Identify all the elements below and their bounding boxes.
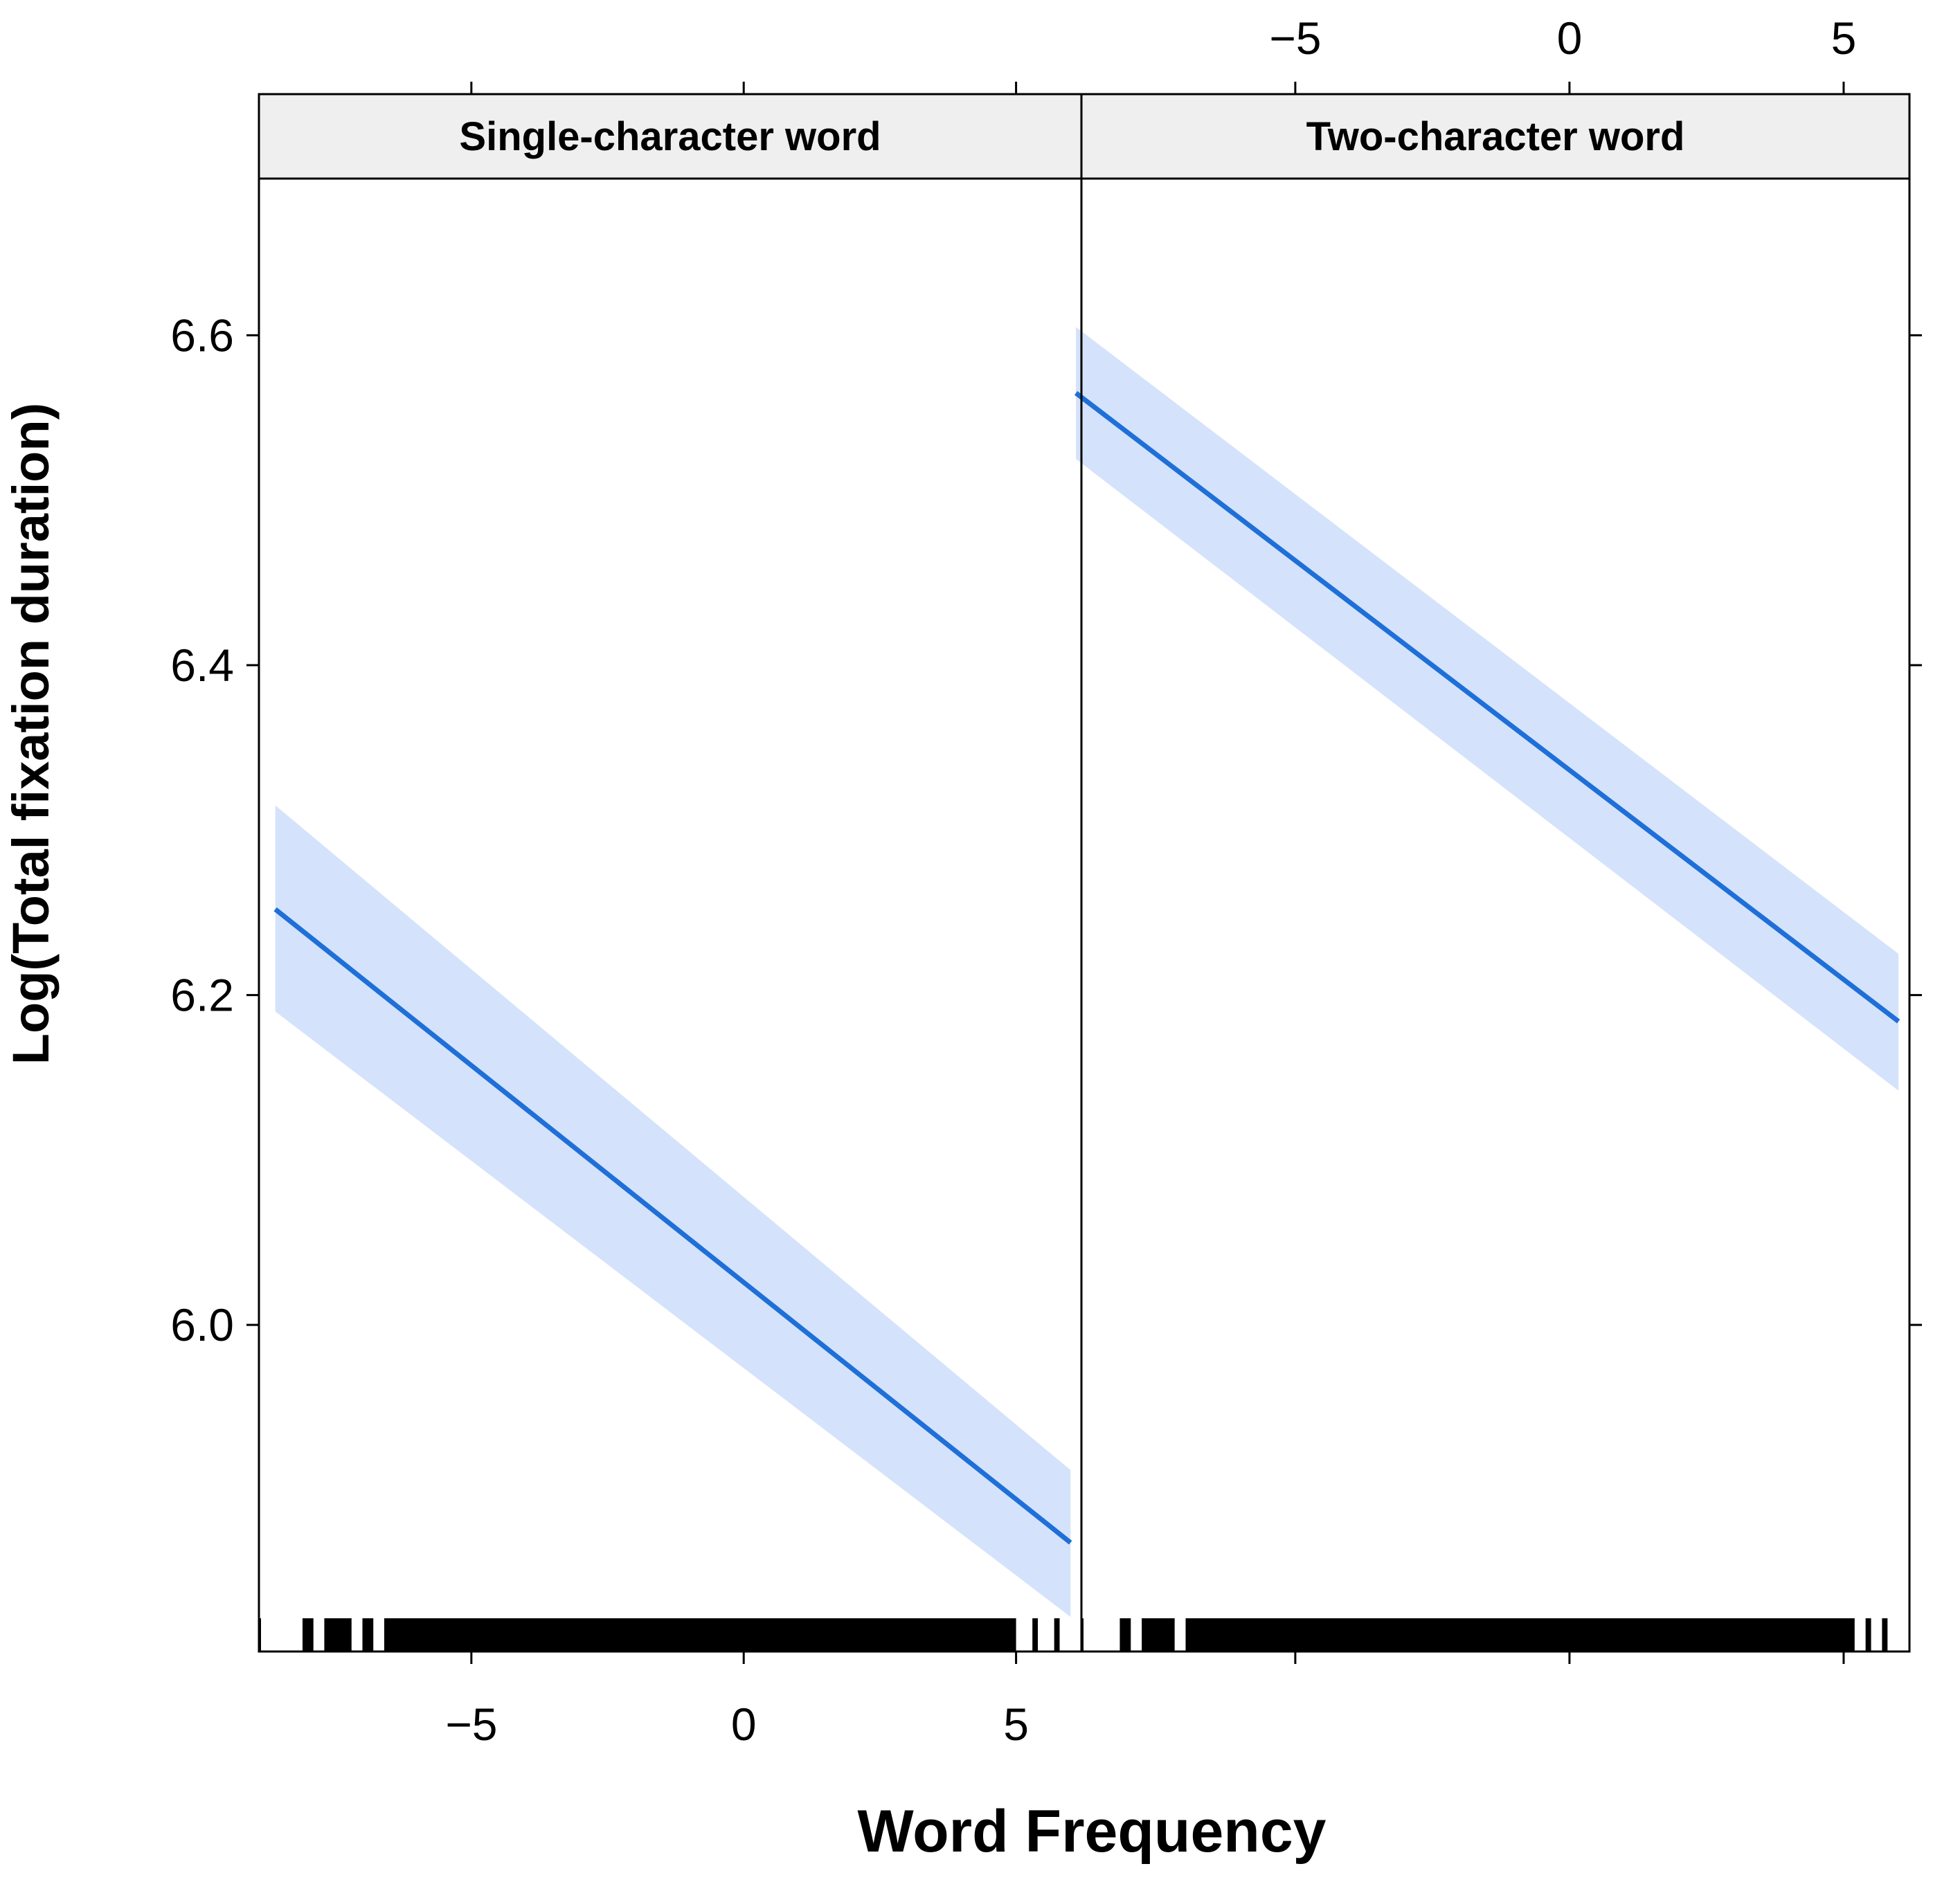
rug-mark-panel-2 — [1865, 1618, 1871, 1652]
rug-mark-panel-1 — [362, 1618, 374, 1652]
y-axis-title: Log(Total fixation duration) — [2, 403, 60, 1065]
rug-mark-panel-1 — [1054, 1618, 1060, 1652]
x-tick-label: −5 — [445, 1699, 497, 1750]
x-tick-label: 0 — [731, 1699, 757, 1750]
fit-line-panel-2 — [1074, 391, 1900, 1024]
rug-mark-panel-2 — [1120, 1618, 1131, 1652]
rug-mark-panel-2 — [1142, 1618, 1175, 1652]
rug-mark-panel-2 — [1882, 1618, 1888, 1652]
rug-mark-panel-2 — [1185, 1618, 1855, 1652]
rug-mark-panel-1 — [384, 1618, 1016, 1652]
x-tick-label: 5 — [1003, 1699, 1029, 1750]
x-tick-label: 0 — [1557, 12, 1583, 64]
plot-area: Single-character word −5 0 5 Two-character w… — [170, 12, 1922, 1750]
x-tick-label: 5 — [1831, 12, 1857, 64]
x-axis-title: Word Frequency — [858, 1798, 1327, 1865]
rug-mark-panel-1 — [302, 1618, 314, 1652]
rug-mark-panel-1 — [1032, 1618, 1039, 1652]
y-tick-label: 6.2 — [170, 970, 234, 1021]
y-tick-label: 6.4 — [170, 640, 234, 691]
strip-label-panel-1: Single-character word — [459, 114, 881, 159]
rug-mark-panel-1 — [324, 1618, 352, 1652]
fit-line-panel-1 — [273, 907, 1072, 1545]
y-tick-label: 6.6 — [170, 309, 234, 361]
panel-border-2 — [1080, 177, 1911, 1653]
y-tick-label: 6.0 — [170, 1299, 234, 1350]
x-tick-label: −5 — [1269, 12, 1321, 64]
ci-band-panel-1 — [275, 805, 1071, 1617]
strip-label-panel-2: Two-character word — [1306, 114, 1685, 159]
